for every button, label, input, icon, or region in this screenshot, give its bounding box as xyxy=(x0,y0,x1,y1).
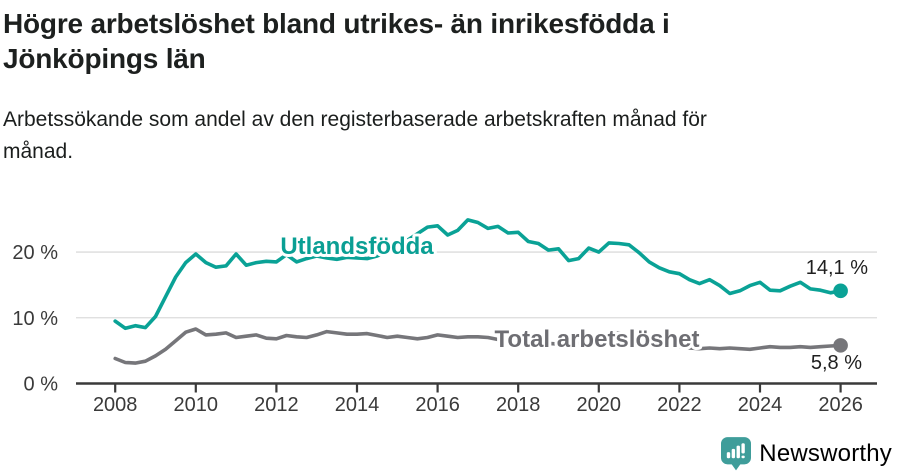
series-line-total-arbetsl-shet xyxy=(113,327,843,365)
chart-subtitle: Arbetssökande som andel av den registerb… xyxy=(3,108,707,163)
plot-area: 0 % 10 % 20 % 2008 2010 2012 2014 2016 2018 2020 2… xyxy=(12,218,877,416)
x-axis-tick-label: 2010 xyxy=(174,394,219,416)
x-axis-tick-label: 2022 xyxy=(657,394,702,416)
series-label-utlandsfodda: Utlandsfödda xyxy=(280,233,434,260)
y-axis-tick-label: 20 % xyxy=(12,242,58,264)
series-end-dot-total-arbetsl-shet xyxy=(833,338,848,353)
series-end-dot-utlandsf-dda xyxy=(833,283,848,299)
x-axis-tick-label: 2026 xyxy=(818,394,863,416)
x-axis-tick-label: 2018 xyxy=(496,394,541,416)
chart-title: Högre arbetslöshet bland utrikes- än inr… xyxy=(3,8,670,74)
newsworthy-bubble-chart-icon xyxy=(721,437,752,471)
newsworthy-wordmark: Newsworthy xyxy=(759,440,892,467)
x-axis-tick-label: 2014 xyxy=(335,394,380,416)
x-axis-tick-label: 2008 xyxy=(93,394,138,416)
end-value-label-total-arbetsloshet: 5,8 % xyxy=(811,352,862,374)
end-value-label-utlandsfodda: 14,1 % xyxy=(806,257,868,279)
x-axis-tick-label: 2016 xyxy=(415,394,460,416)
y-axis-tick-label: 10 % xyxy=(12,308,58,330)
series-line-utlandsf-dda xyxy=(113,218,843,331)
y-axis-tick-label: 0 % xyxy=(24,374,59,396)
newsworthy-logo: Newsworthy xyxy=(721,437,892,471)
x-axis-tick-label: 2012 xyxy=(254,394,299,416)
x-axis-tick-label: 2020 xyxy=(577,394,622,416)
x-axis-tick-label: 2024 xyxy=(738,394,783,416)
series-label-total-arbetsloshet: Total arbetslöshet xyxy=(495,326,700,353)
